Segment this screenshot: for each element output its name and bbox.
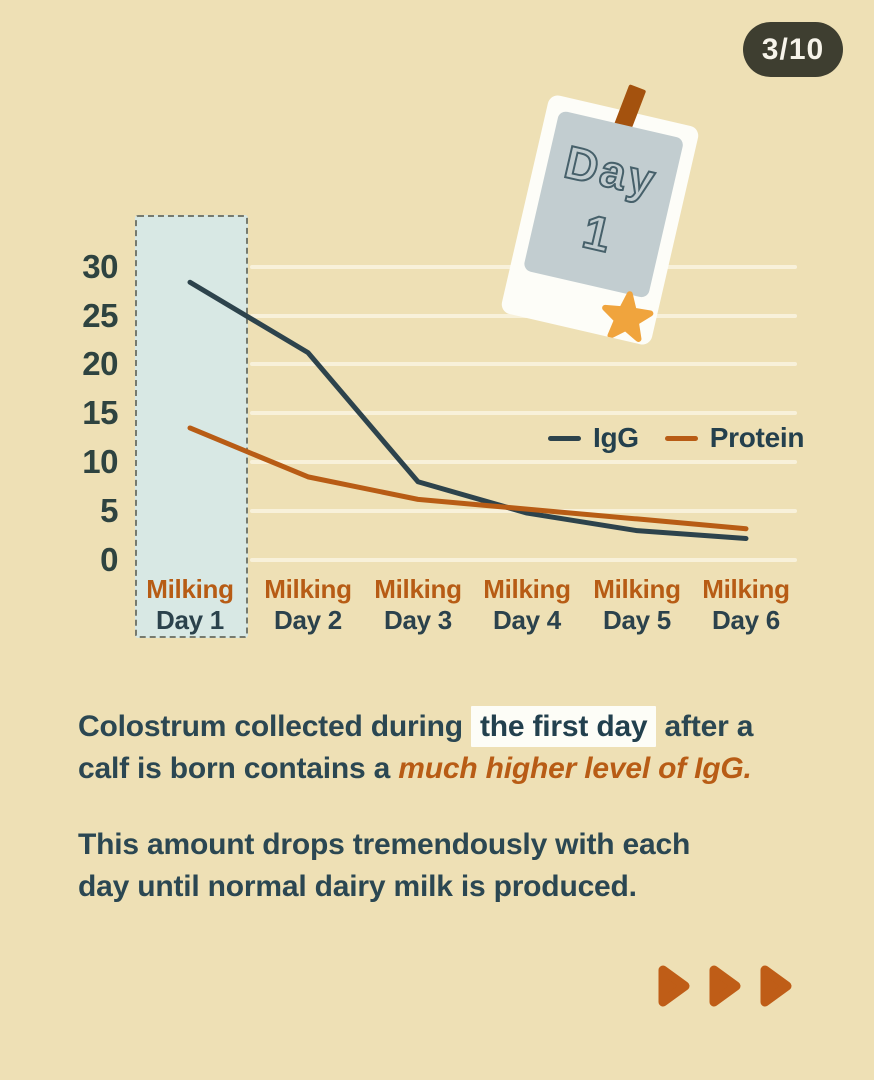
caption-paragraph-2: This amount drops tremendously with each… (78, 824, 818, 908)
x-axis-category-label: Milking Day 2 (253, 574, 363, 636)
x-label-milking: Milking (146, 574, 234, 604)
next-arrow-icon[interactable] (709, 963, 741, 1009)
legend-item-igg: IgG (548, 422, 639, 454)
series-line-igg (187, 279, 749, 541)
x-label-day: Day 1 (156, 605, 224, 635)
chart-legend: IgG Protein (548, 420, 804, 456)
caption-line: day until normal dairy milk is produced. (78, 870, 637, 903)
legend-label: Protein (709, 422, 805, 453)
gridline (250, 362, 797, 367)
x-axis-category-label: Milking Day 5 (582, 574, 692, 636)
y-axis-tick-label: 20 (82, 345, 118, 383)
caption-paragraph-1: Colostrum collected during the first day… (78, 706, 818, 790)
x-axis-category-label: Milking Day 1 (135, 574, 245, 636)
caption-line: Colostrum collected during the first day… (78, 706, 818, 748)
legend-dash-icon (548, 435, 581, 441)
star-icon (602, 291, 654, 343)
caption-accent-text: much higher level of IgG. (398, 752, 752, 785)
caption-text: after a (656, 710, 754, 743)
gridline (250, 558, 797, 562)
page-indicator: 3/10 (743, 22, 843, 77)
x-label-milking: Milking (374, 574, 462, 604)
x-label-milking: Milking (483, 574, 571, 604)
legend-label: IgG (593, 422, 639, 453)
series-line-protein (187, 425, 749, 532)
y-axis-tick-label: 30 (82, 247, 118, 285)
x-label-day: Day 3 (384, 605, 452, 635)
next-arrow-icon[interactable] (658, 963, 690, 1009)
x-label-milking: Milking (264, 574, 352, 604)
y-axis-tick-label: 15 (82, 394, 118, 432)
day1-calendar-sticker: Day 1 (499, 84, 701, 347)
x-label-day: Day 6 (712, 605, 780, 635)
legend-dash-icon (664, 435, 698, 441)
caption-text: Colostrum collected during (78, 710, 471, 743)
caption-highlight-text: the first day (470, 706, 657, 747)
calendar-day-word: Day (560, 135, 663, 207)
caption-line: This amount drops tremendously with each (78, 828, 691, 861)
x-label-day: Day 4 (493, 605, 561, 635)
x-axis-category-label: Milking Day 3 (363, 574, 473, 636)
x-axis-category-label: Milking Day 6 (691, 574, 801, 636)
line-chart (187, 279, 749, 541)
x-label-milking: Milking (702, 574, 790, 604)
y-axis-tick-label: 5 (100, 492, 118, 530)
legend-item-protein: Protein (664, 422, 805, 454)
page-indicator-text: 3/10 (761, 32, 825, 66)
caption-line: calf is born contains a much higher leve… (78, 748, 818, 790)
next-arrows (658, 963, 792, 1009)
y-axis-tick-label: 25 (82, 296, 118, 334)
next-arrow-icon[interactable] (760, 963, 792, 1009)
x-label-day: Day 5 (603, 605, 671, 635)
y-axis-tick-label: 0 (100, 541, 118, 578)
y-axis-tick-label: 10 (82, 443, 118, 481)
gridline (250, 411, 797, 416)
x-label-milking: Milking (593, 574, 681, 604)
caption-text: calf is born contains a (78, 752, 399, 785)
calendar-day-text: Day 1 (559, 134, 664, 264)
calendar-day-number: 1 (578, 205, 616, 263)
gridline (250, 460, 797, 465)
x-label-day: Day 2 (274, 605, 342, 635)
x-axis-category-label: Milking Day 4 (472, 574, 582, 636)
